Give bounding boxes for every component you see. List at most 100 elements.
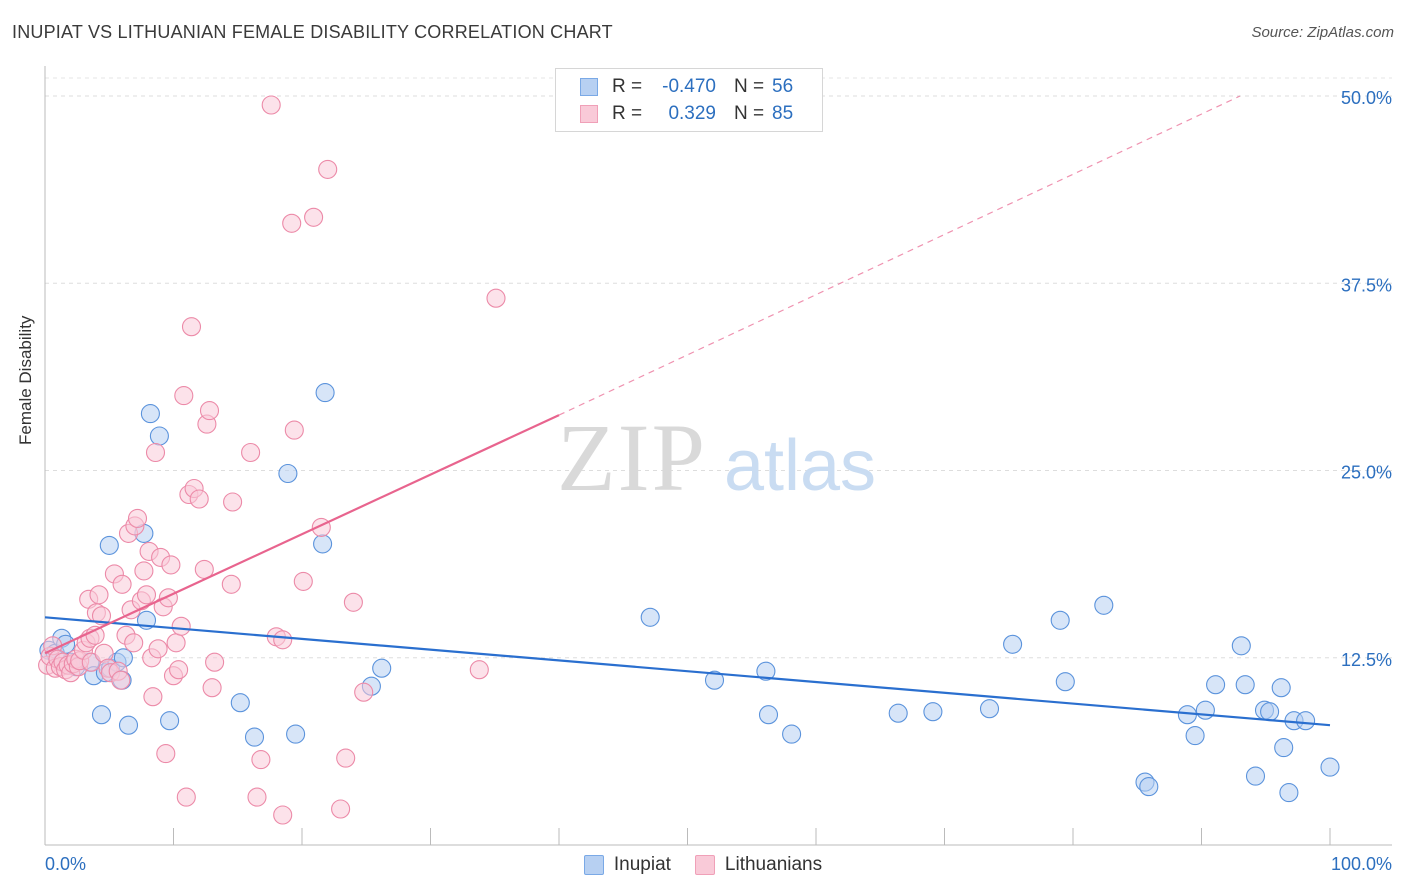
data-point-inupiat xyxy=(1274,738,1294,758)
legend-label-inupiat: Inupiat xyxy=(613,854,671,875)
data-point-lithuanians xyxy=(176,787,196,807)
data-point-lithuanians xyxy=(282,213,302,233)
inupiat-swatch xyxy=(580,78,598,96)
data-point-lithuanians xyxy=(223,492,243,512)
data-point-lithuanians xyxy=(111,670,131,690)
data-point-inupiat xyxy=(286,724,306,744)
data-point-lithuanians xyxy=(174,386,194,406)
data-point-lithuanians xyxy=(156,744,176,764)
data-point-lithuanians xyxy=(318,159,338,179)
correlation-legend: R = -0.470 N = 56 R = 0.329 N = 85 xyxy=(555,68,823,132)
data-point-lithuanians xyxy=(284,420,304,440)
data-point-inupiat xyxy=(99,535,119,555)
legend-item-lithuanians[interactable]: Lithuanians xyxy=(694,854,822,876)
watermark-zip: ZIP xyxy=(557,404,707,511)
data-point-inupiat xyxy=(704,670,725,690)
y-tick-label: 12.5% xyxy=(1341,650,1392,670)
data-point-inupiat xyxy=(1050,610,1070,630)
data-point-inupiat xyxy=(91,705,112,725)
y-tick-label: 25.0% xyxy=(1341,463,1392,483)
data-point-lithuanians xyxy=(343,592,363,612)
data-point-inupiat xyxy=(1055,672,1075,692)
data-point-inupiat xyxy=(313,534,333,554)
data-point-lithuanians xyxy=(127,508,148,528)
legend-item-inupiat[interactable]: Inupiat xyxy=(583,854,671,876)
data-point-lithuanians xyxy=(112,574,132,594)
source-label: Source: ZipAtlas.com xyxy=(1251,24,1394,41)
legend-row-inupiat: R = -0.470 N = 56 xyxy=(580,74,793,100)
n-label: N = xyxy=(734,76,765,97)
data-point-inupiat xyxy=(1320,757,1340,777)
data-point-inupiat xyxy=(315,383,335,403)
data-point-lithuanians xyxy=(221,574,241,594)
data-point-inupiat xyxy=(118,715,139,735)
data-point-inupiat xyxy=(1271,678,1291,698)
data-point-lithuanians xyxy=(148,639,168,659)
y-axis-label: Female Disability xyxy=(16,315,35,445)
r-value: 0.329 xyxy=(668,103,716,124)
data-point-inupiat xyxy=(1235,675,1255,695)
data-point-inupiat xyxy=(149,426,169,446)
data-point-inupiat xyxy=(1245,766,1266,786)
data-point-inupiat xyxy=(756,661,776,681)
n-value: 56 xyxy=(772,76,794,97)
data-point-lithuanians xyxy=(261,95,281,115)
data-point-inupiat xyxy=(1231,636,1251,656)
data-point-lithuanians xyxy=(91,606,112,626)
data-point-inupiat xyxy=(979,699,1000,719)
lithuanians-swatch xyxy=(694,855,715,875)
watermark-atlas: atlas xyxy=(724,426,876,506)
data-point-lithuanians xyxy=(205,652,225,672)
data-point-inupiat xyxy=(1094,595,1114,615)
data-point-inupiat xyxy=(1296,711,1316,731)
legend-row-lithuanians: R = 0.329 N = 85 xyxy=(580,101,793,127)
data-point-lithuanians xyxy=(189,489,209,509)
data-point-inupiat xyxy=(244,727,265,747)
data-point-lithuanians xyxy=(143,687,163,707)
trend-lines xyxy=(44,95,1331,727)
x-tick-label-max: 100.0% xyxy=(1331,854,1392,874)
data-point-lithuanians xyxy=(354,682,374,702)
y-tick-label: 50.0% xyxy=(1341,88,1392,108)
data-point-lithuanians xyxy=(273,630,293,650)
r-value: -0.470 xyxy=(662,76,716,97)
axes xyxy=(44,66,1392,846)
data-point-lithuanians xyxy=(199,401,220,421)
watermark: ZIP atlas xyxy=(557,404,876,511)
series-legend: Inupiat Lithuanians xyxy=(0,852,1406,878)
data-point-lithuanians xyxy=(145,442,166,463)
data-point-lithuanians xyxy=(486,288,506,308)
data-point-lithuanians xyxy=(169,660,189,680)
data-point-lithuanians xyxy=(136,585,157,605)
r-label: R = xyxy=(612,103,643,124)
data-point-inupiat xyxy=(1003,634,1023,654)
data-point-lithuanians xyxy=(293,571,313,591)
data-point-inupiat xyxy=(640,607,660,627)
grid xyxy=(45,77,1392,659)
data-point-inupiat xyxy=(782,724,802,744)
data-point-lithuanians xyxy=(304,207,324,227)
data-point-lithuanians xyxy=(202,678,222,698)
data-point-lithuanians xyxy=(247,787,267,807)
x-tick-label-min: 0.0% xyxy=(45,854,86,874)
inupiat-swatch xyxy=(583,855,604,875)
data-point-inupiat xyxy=(923,702,943,722)
data-point-lithuanians xyxy=(241,442,261,463)
trend-line-lithuanians xyxy=(44,414,560,655)
data-point-inupiat xyxy=(1279,783,1299,803)
data-point-lithuanians xyxy=(273,805,293,825)
data-point-lithuanians xyxy=(336,748,356,768)
data-point-inupiat xyxy=(160,711,180,731)
data-point-inupiat xyxy=(1185,726,1205,746)
data-point-inupiat xyxy=(1206,675,1226,695)
n-value: 85 xyxy=(772,103,794,124)
lithuanians-swatch xyxy=(580,105,598,123)
trend-line-lithuanians-projection xyxy=(558,95,1241,416)
trend-line-inupiat xyxy=(44,616,1331,727)
data-point-lithuanians xyxy=(124,633,144,653)
chart-title: INUPIAT VS LITHUANIAN FEMALE DISABILITY … xyxy=(12,22,613,42)
data-point-inupiat xyxy=(140,404,160,424)
data-point-lithuanians xyxy=(181,317,202,337)
points xyxy=(38,95,1340,825)
